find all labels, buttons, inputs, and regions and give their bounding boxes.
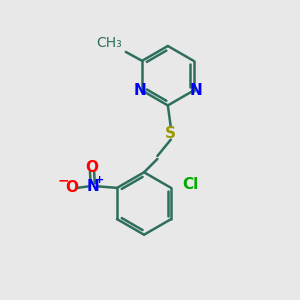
Text: O: O	[65, 180, 78, 195]
Text: O: O	[85, 160, 99, 175]
Text: −: −	[58, 173, 69, 188]
Text: N: N	[133, 83, 146, 98]
Text: Cl: Cl	[182, 177, 199, 192]
Text: CH₃: CH₃	[96, 35, 122, 50]
Text: N: N	[190, 83, 202, 98]
Text: +: +	[94, 175, 104, 185]
Text: S: S	[165, 126, 176, 141]
Text: N: N	[86, 179, 99, 194]
